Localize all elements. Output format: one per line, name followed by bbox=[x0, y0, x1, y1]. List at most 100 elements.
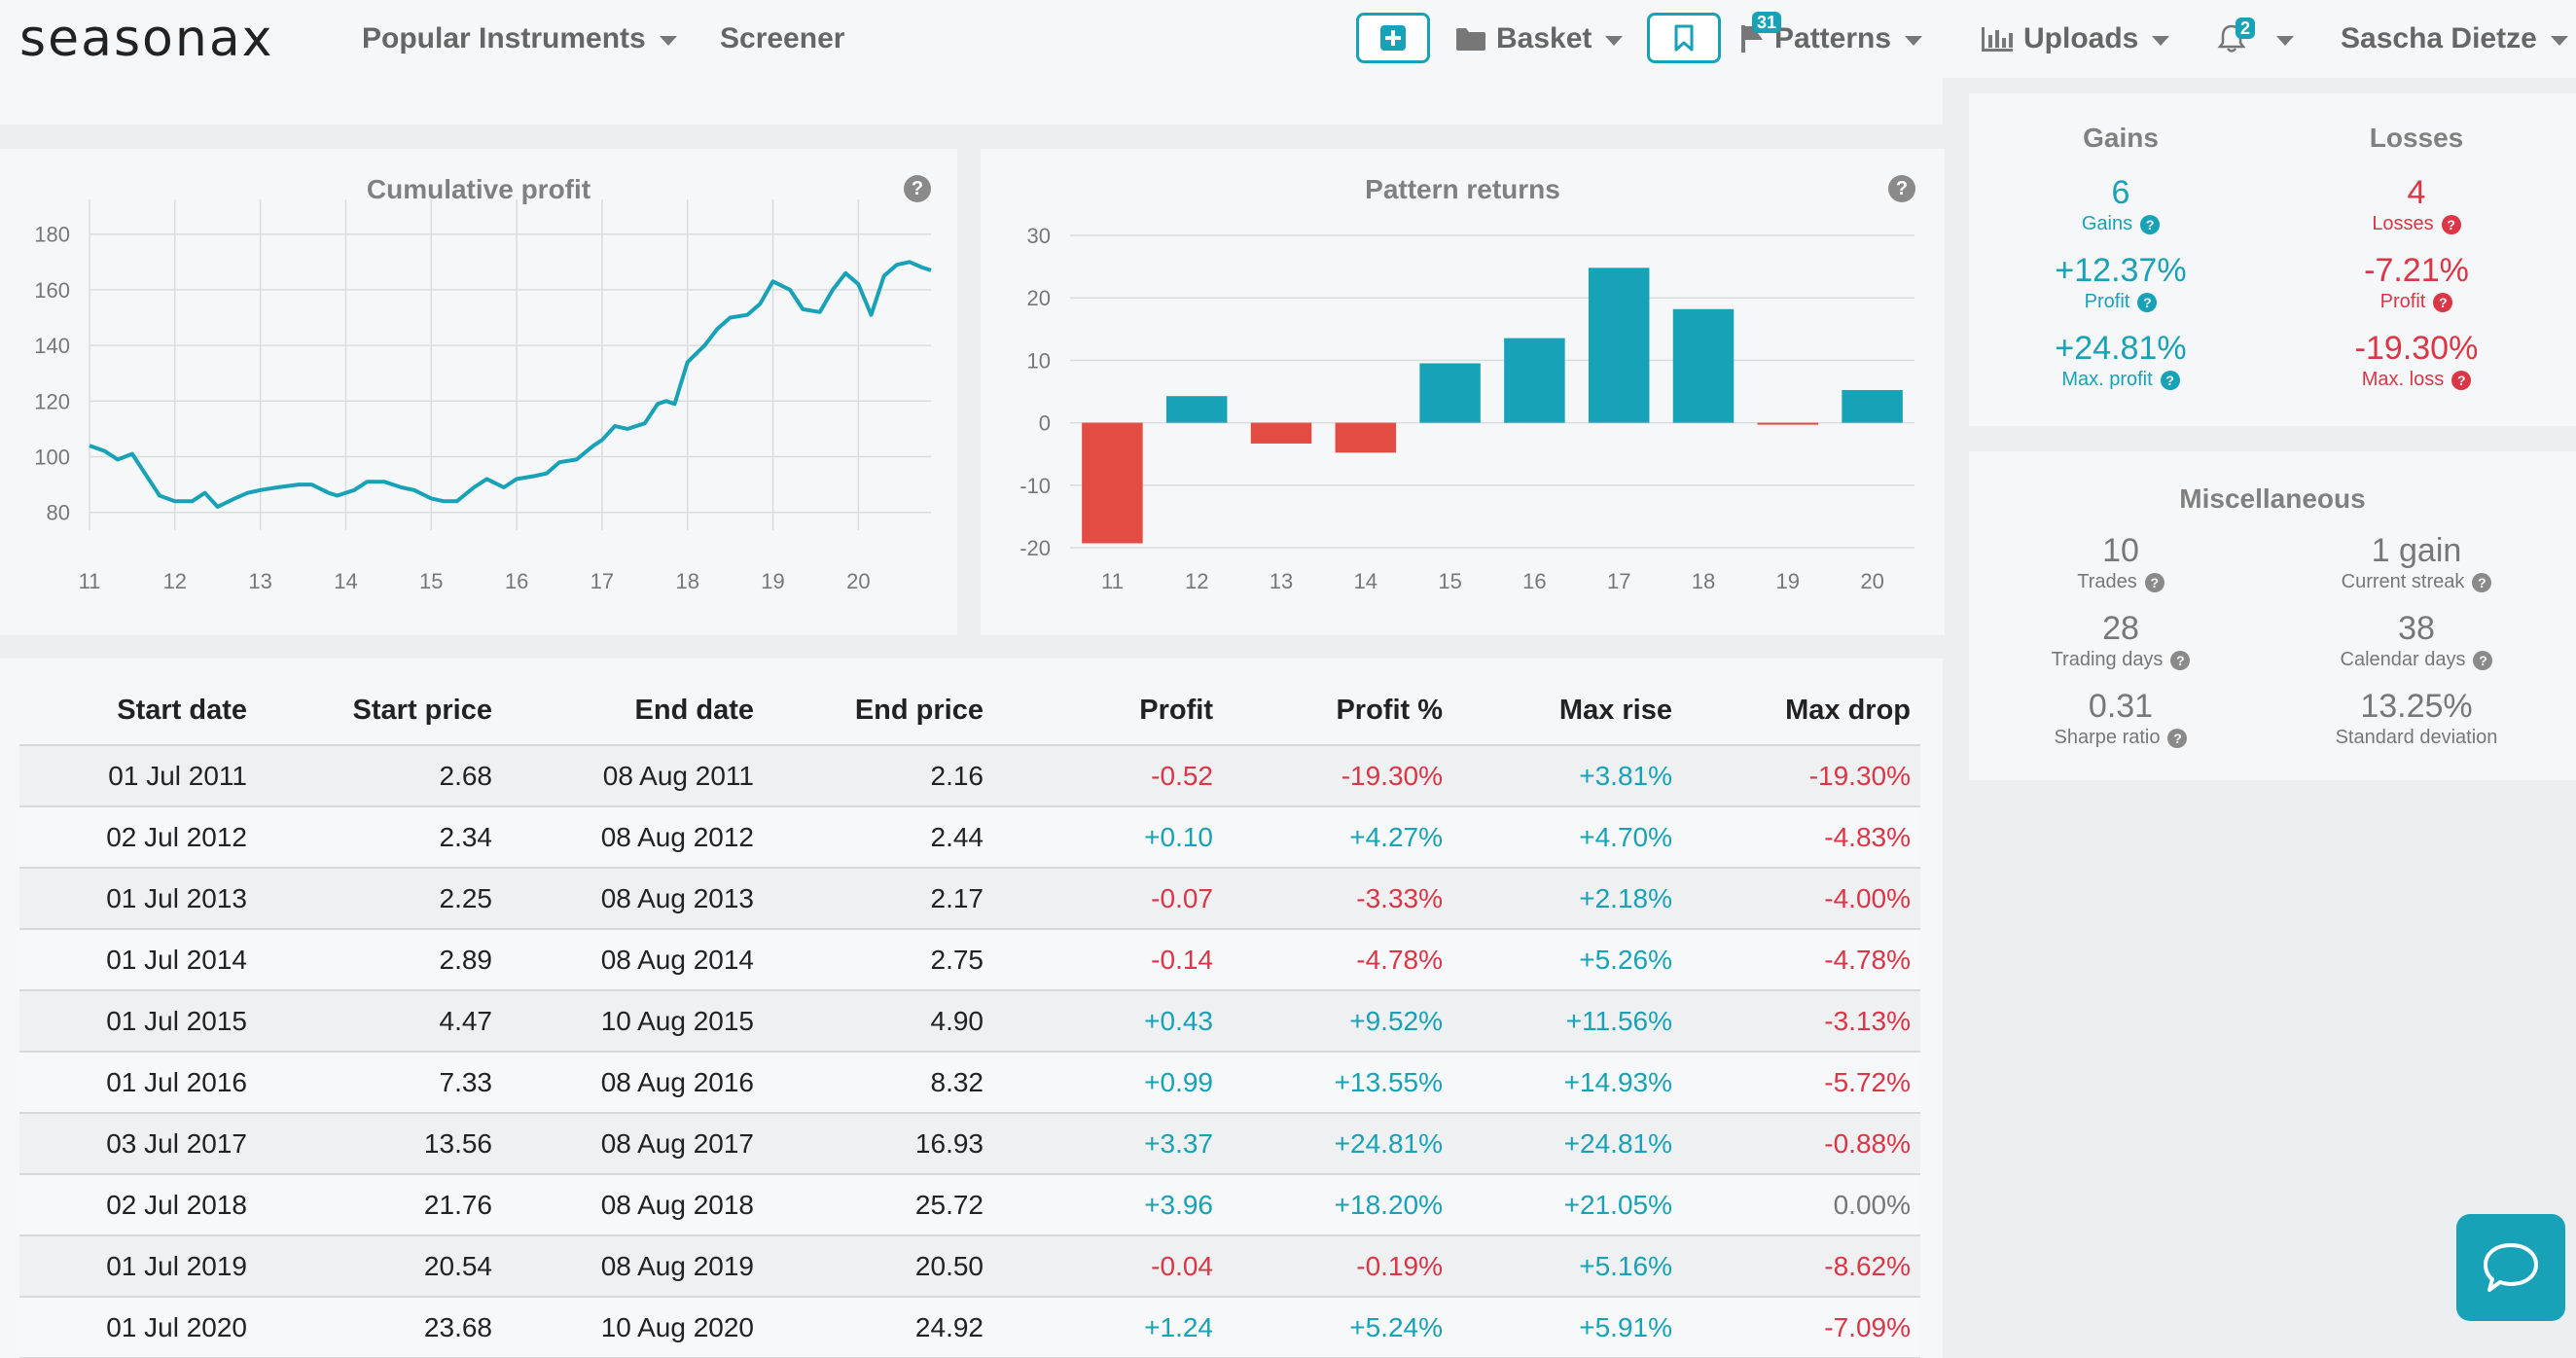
table-cell: +14.93% bbox=[1452, 1052, 1682, 1114]
table-cell: 08 Aug 2011 bbox=[502, 745, 764, 807]
help-icon[interactable]: ? bbox=[2140, 214, 2161, 234]
help-icon[interactable]: ? bbox=[2433, 292, 2453, 312]
table-cell: 24.92 bbox=[764, 1297, 993, 1358]
bar bbox=[1588, 268, 1650, 423]
table-cell: +4.27% bbox=[1223, 806, 1452, 869]
x-tick-label: 16 bbox=[1522, 569, 1546, 593]
folder-icon bbox=[1456, 28, 1485, 51]
y-tick-label: 100 bbox=[34, 446, 70, 470]
calendar-days-value: 38 bbox=[2398, 610, 2435, 647]
chevron-down-icon bbox=[1905, 36, 1923, 46]
gains-losses-panel: Gains Losses 6 Gains? +12.37% Profit? +2… bbox=[1969, 93, 2576, 426]
chat-button[interactable] bbox=[2456, 1214, 2565, 1321]
table-cell: +3.81% bbox=[1452, 745, 1682, 807]
gains-profit-label: Profit bbox=[2084, 291, 2130, 312]
user-menu[interactable]: Sascha Dietze bbox=[2341, 18, 2568, 60]
x-tick-label: 14 bbox=[1354, 569, 1377, 593]
column-header[interactable]: Start price bbox=[257, 677, 502, 746]
table-cell: -0.88% bbox=[1682, 1113, 1920, 1175]
gains-profit-value: +12.37% bbox=[2055, 252, 2187, 289]
column-header[interactable]: Profit % bbox=[1223, 677, 1452, 746]
trading-days-stat: 28 Trading days? bbox=[1975, 609, 2267, 671]
help-icon[interactable]: ? bbox=[2144, 572, 2165, 592]
y-tick-label: 180 bbox=[34, 223, 70, 247]
trades-label: Trades bbox=[2077, 571, 2137, 592]
table-cell: 08 Aug 2018 bbox=[502, 1174, 764, 1236]
nav-popular-instruments[interactable]: Popular Instruments bbox=[362, 18, 677, 60]
table-cell: 2.68 bbox=[257, 745, 502, 807]
y-tick-label: 0 bbox=[1039, 411, 1051, 436]
gains-max-value: +24.81% bbox=[2055, 330, 2187, 367]
table-header-row: Start date Start price End date End price Pr… bbox=[19, 677, 1920, 746]
nav-screener[interactable]: Screener bbox=[720, 18, 844, 60]
help-icon[interactable]: ? bbox=[2137, 292, 2158, 312]
column-header[interactable]: Profit bbox=[993, 677, 1223, 746]
table-cell: 02 Jul 2018 bbox=[19, 1174, 257, 1236]
patterns-count-badge: 31 bbox=[1752, 12, 1782, 33]
table-cell: 16.93 bbox=[764, 1113, 993, 1175]
help-icon[interactable]: ? bbox=[2441, 214, 2461, 234]
help-icon[interactable]: ? bbox=[2167, 728, 2188, 748]
x-tick-label: 15 bbox=[1438, 569, 1461, 593]
nav-basket[interactable]: Basket bbox=[1455, 18, 1624, 60]
stddev-stat: 13.25% Standard deviation bbox=[2271, 687, 2562, 749]
help-icon[interactable]: ? bbox=[2170, 650, 2191, 670]
table-cell: 23.68 bbox=[257, 1297, 502, 1358]
help-icon[interactable]: ? bbox=[904, 175, 931, 202]
gains-max-stat: +24.81% Max. profit? bbox=[1975, 329, 2267, 391]
table-cell: 01 Jul 2013 bbox=[19, 868, 257, 930]
y-tick-label: 30 bbox=[1027, 224, 1051, 248]
x-tick-label: 11 bbox=[1101, 569, 1124, 593]
table-cell: 01 Jul 2019 bbox=[19, 1235, 257, 1298]
column-header[interactable]: Start date bbox=[19, 677, 257, 746]
help-icon[interactable]: ? bbox=[2160, 370, 2180, 390]
bookmark-button[interactable] bbox=[1647, 13, 1721, 63]
column-header[interactable]: Max rise bbox=[1452, 677, 1682, 746]
help-icon[interactable]: ? bbox=[2451, 370, 2472, 390]
top-navbar: seasonax Popular Instruments Screener Ba… bbox=[0, 0, 2576, 78]
losses-profit-value: -7.21% bbox=[2364, 252, 2469, 289]
x-tick-label: 16 bbox=[505, 569, 528, 593]
nav-patterns[interactable]: Patterns bbox=[1739, 18, 1923, 60]
streak-label: Current streak bbox=[2341, 571, 2465, 592]
table-cell: 2.89 bbox=[257, 929, 502, 991]
table-cell: 08 Aug 2012 bbox=[502, 806, 764, 869]
chevron-down-icon bbox=[2550, 36, 2568, 46]
pattern-returns-chart: -20 -10 0 10 20 30 11 12 13 14 15 16 17 18 19 20 bbox=[1020, 224, 1914, 593]
trading-days-label: Trading days bbox=[2051, 649, 2164, 670]
table-cell: 2.75 bbox=[764, 929, 993, 991]
table-cell: +24.81% bbox=[1452, 1113, 1682, 1175]
bar bbox=[1335, 422, 1397, 453]
table-cell: -4.83% bbox=[1682, 806, 1920, 869]
table-cell: +13.55% bbox=[1223, 1052, 1452, 1114]
bar bbox=[1504, 338, 1565, 423]
x-tick-label: 12 bbox=[1185, 569, 1208, 593]
bar bbox=[1250, 422, 1312, 444]
table-cell: 03 Jul 2017 bbox=[19, 1113, 257, 1175]
table-cell: 8.32 bbox=[764, 1052, 993, 1114]
column-header[interactable]: End price bbox=[764, 677, 993, 746]
losses-max-stat: -19.30% Max. loss? bbox=[2271, 329, 2562, 391]
table-cell: 4.47 bbox=[257, 990, 502, 1053]
column-header[interactable]: Max drop bbox=[1682, 677, 1920, 746]
sharpe-label: Sharpe ratio bbox=[2054, 727, 2161, 748]
nav-uploads[interactable]: Uploads bbox=[1981, 18, 2170, 60]
x-tick-label: 17 bbox=[590, 569, 614, 593]
table-cell: +3.96 bbox=[993, 1174, 1223, 1236]
table-cell: +5.91% bbox=[1452, 1297, 1682, 1358]
table-cell: +5.26% bbox=[1452, 929, 1682, 991]
add-button[interactable] bbox=[1356, 13, 1430, 63]
x-tick-label: 19 bbox=[1776, 569, 1800, 593]
table-cell: -3.13% bbox=[1682, 990, 1920, 1053]
help-icon[interactable]: ? bbox=[2473, 650, 2493, 670]
table-cell: -7.09% bbox=[1682, 1297, 1920, 1358]
table-cell: -4.78% bbox=[1682, 929, 1920, 991]
seasonax-logo[interactable]: seasonax bbox=[19, 6, 273, 72]
column-header[interactable]: End date bbox=[502, 677, 764, 746]
calendar-days-label: Calendar days bbox=[2340, 649, 2466, 670]
table-cell: 01 Jul 2015 bbox=[19, 990, 257, 1053]
bookmark-icon bbox=[1674, 24, 1694, 52]
notifications-count-badge: 2 bbox=[2236, 18, 2256, 39]
help-icon[interactable]: ? bbox=[1888, 175, 1915, 202]
help-icon[interactable]: ? bbox=[2472, 572, 2492, 592]
